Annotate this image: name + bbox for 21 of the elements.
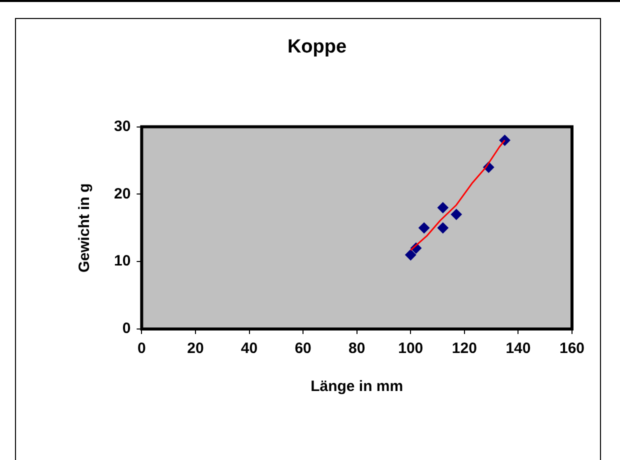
x-tick-label: 80 — [348, 340, 366, 358]
x-tick-label: 20 — [187, 340, 204, 358]
x-tick-label: 140 — [506, 340, 531, 358]
point — [437, 202, 448, 214]
y-tick-label: 10 — [114, 252, 131, 270]
point — [437, 222, 448, 234]
y-tick-label: 20 — [114, 185, 131, 202]
x-tick-label: 120 — [452, 340, 477, 358]
x-tick-label: 60 — [294, 340, 312, 358]
y-axis-title: Gewicht in g — [76, 183, 94, 272]
x-tick-label: 0 — [138, 340, 146, 358]
x-tick-label: 100 — [398, 340, 424, 358]
x-axis-title: Länge in mm — [310, 378, 404, 396]
x-tick-label: 40 — [240, 340, 258, 358]
point — [418, 222, 430, 234]
y-tick-label: 30 — [114, 118, 131, 135]
point — [450, 208, 462, 220]
point — [405, 249, 416, 260]
y-tick-label: 0 — [122, 320, 131, 338]
x-tick-label: 160 — [559, 340, 585, 358]
chart-title: Koppe — [287, 36, 347, 58]
